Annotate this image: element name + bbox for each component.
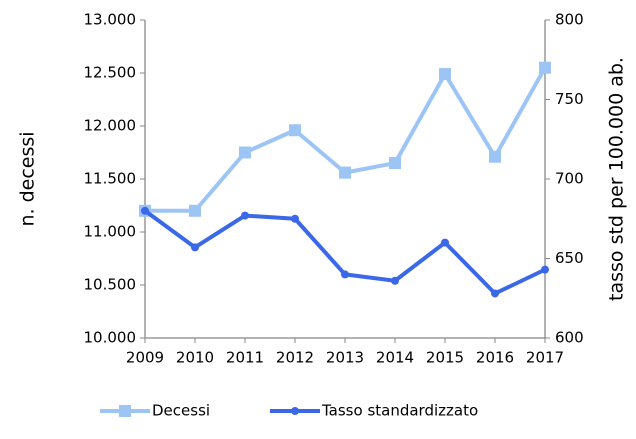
marker (341, 270, 349, 279)
y-tick-label: 12.000 (84, 117, 137, 135)
marker (439, 68, 451, 81)
y2-axis-label: tasso std per 100.000 ab. (606, 57, 628, 301)
marker (189, 204, 201, 217)
marker (339, 166, 351, 179)
marker (539, 61, 551, 74)
y2-tick-label: 800 (555, 11, 584, 29)
x-tick-label: 2013 (326, 349, 364, 367)
marker (489, 150, 501, 163)
x-tick-label: 2017 (526, 349, 564, 367)
legend-label: Decessi (152, 402, 210, 420)
y-axis-label: n. decessi (17, 131, 39, 226)
x-tick-label: 2014 (376, 349, 414, 367)
legend-label: Tasso standardizzato (321, 402, 478, 420)
y-tick-label: 11.500 (84, 170, 137, 188)
x-tick-label: 2016 (476, 349, 514, 367)
marker (289, 124, 301, 137)
marker (389, 157, 401, 170)
marker (541, 265, 549, 274)
y2-tick-label: 700 (555, 170, 584, 188)
x-tick-label: 2011 (226, 349, 264, 367)
x-tick-label: 2009 (126, 349, 164, 367)
legend-marker (291, 407, 299, 415)
y-tick-label: 12.500 (84, 64, 137, 82)
marker (291, 214, 299, 223)
x-tick-label: 2015 (426, 349, 464, 367)
legend-marker (119, 405, 131, 417)
series-line (143, 209, 546, 296)
y-tick-label: 10.000 (84, 329, 137, 347)
marker (191, 243, 199, 252)
x-tick-label: 2010 (176, 349, 214, 367)
marker (141, 206, 149, 215)
x-tick-label: 2012 (276, 349, 314, 367)
y-tick-label: 13.000 (84, 11, 137, 29)
marker (239, 146, 251, 159)
marker (391, 276, 399, 285)
y2-tick-label: 750 (555, 90, 584, 108)
marker (241, 211, 249, 220)
series-line (145, 66, 547, 213)
y-tick-label: 10.500 (84, 276, 137, 294)
y2-tick-label: 650 (555, 249, 584, 267)
y-tick-label: 11.000 (84, 223, 137, 241)
marker (491, 289, 499, 298)
y2-tick-label: 600 (555, 329, 584, 347)
marker (441, 238, 449, 247)
